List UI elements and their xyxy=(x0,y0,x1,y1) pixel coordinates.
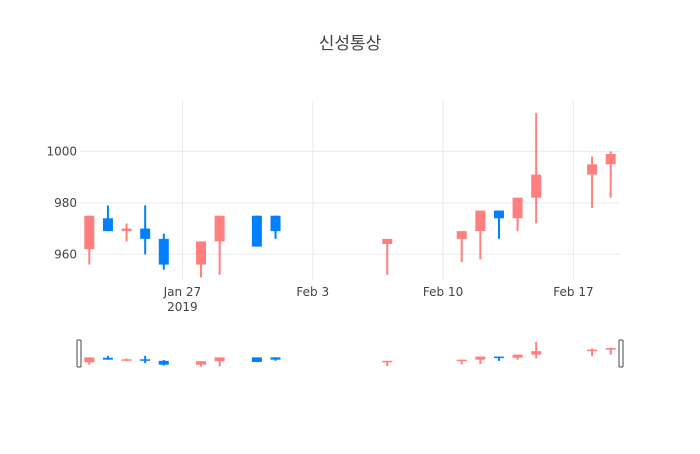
slider-candle xyxy=(140,355,151,364)
candle-body xyxy=(270,215,281,232)
candle-increasing xyxy=(475,210,486,260)
x-tick-label: Feb 10 xyxy=(423,285,463,299)
x-tick-label: Jan 27 xyxy=(163,285,202,299)
candle-body xyxy=(531,174,542,198)
candle-body xyxy=(140,228,151,239)
slider-candle-body xyxy=(512,354,523,358)
slider-candle-body xyxy=(382,360,393,363)
candle-increasing xyxy=(531,112,542,224)
slider-candle xyxy=(84,357,95,365)
candle-body xyxy=(512,197,523,219)
candle-body xyxy=(456,231,467,239)
candle-increasing xyxy=(84,215,95,265)
grid-lines xyxy=(80,100,620,280)
slider-candle-body xyxy=(158,360,169,365)
slider-candle xyxy=(270,357,281,361)
candle-increasing xyxy=(382,238,393,275)
y-tick-label: 960 xyxy=(54,247,77,261)
candle-decreasing xyxy=(251,215,262,247)
slider-candle xyxy=(382,360,393,367)
slider-candle xyxy=(158,360,169,366)
x-tick-sublabel: 2019 xyxy=(167,300,198,314)
slider-candle-body xyxy=(475,356,486,360)
candle-body xyxy=(121,228,132,232)
slider-candle xyxy=(531,341,542,359)
candle-body xyxy=(475,210,486,232)
candle-body xyxy=(196,241,207,265)
candle-body xyxy=(214,215,225,242)
slider-candle-body xyxy=(587,349,598,352)
candle-increasing xyxy=(456,231,467,262)
slider-candle xyxy=(196,361,207,367)
slider-candle xyxy=(587,348,598,357)
chart-title: 신성통상 xyxy=(319,34,382,54)
slider-candle xyxy=(214,357,225,367)
candle-decreasing xyxy=(158,233,169,270)
slider-candle xyxy=(512,354,523,360)
y-tick-label: 980 xyxy=(54,196,77,210)
candle-decreasing xyxy=(140,205,151,255)
candle-body xyxy=(84,215,95,250)
x-tick-label: Feb 17 xyxy=(553,285,593,299)
candle-decreasing xyxy=(102,205,113,232)
slider-candle xyxy=(121,358,132,362)
slider-candle-body xyxy=(102,357,113,360)
slider-candle xyxy=(605,347,616,355)
y-tick-label: 1000 xyxy=(46,144,77,158)
range-slider[interactable] xyxy=(76,339,624,368)
candle-body xyxy=(102,218,113,232)
range-slider-left-handle[interactable] xyxy=(76,339,82,368)
candle-increasing xyxy=(196,241,207,278)
slider-candle-body xyxy=(196,361,207,365)
slider-candle-body xyxy=(531,351,542,355)
candle-body xyxy=(493,210,504,219)
candles xyxy=(84,112,616,278)
candle-body xyxy=(158,238,169,265)
slider-candle xyxy=(102,355,113,360)
slider-candle-body xyxy=(121,359,132,361)
slider-candle xyxy=(456,359,467,365)
candle-body xyxy=(605,154,616,165)
slider-candle-body xyxy=(270,357,281,360)
candle-decreasing xyxy=(493,210,504,239)
candle-increasing xyxy=(605,151,616,198)
slider-candle xyxy=(493,356,504,361)
x-tick-label: Feb 3 xyxy=(296,285,329,299)
slider-candle xyxy=(251,357,262,362)
slider-candle xyxy=(475,356,486,364)
slider-candle-body xyxy=(605,348,616,350)
slider-candle-body xyxy=(214,357,225,362)
slider-candle-body xyxy=(456,359,467,362)
candle-decreasing xyxy=(270,215,281,239)
candle-body xyxy=(251,215,262,247)
candle-body xyxy=(382,238,393,244)
y-axis-ticks: 960 980 1000 xyxy=(46,144,77,261)
range-slider-right-handle[interactable] xyxy=(618,339,624,368)
slider-candle-body xyxy=(140,359,151,361)
candle-body xyxy=(587,164,598,175)
slider-candle-body xyxy=(493,356,504,359)
slider-candle-body xyxy=(84,357,95,363)
candle-increasing xyxy=(587,156,598,208)
candle-increasing xyxy=(214,215,225,275)
slider-candle-body xyxy=(251,357,262,362)
candle-increasing xyxy=(121,223,132,242)
candle-increasing xyxy=(512,197,523,232)
